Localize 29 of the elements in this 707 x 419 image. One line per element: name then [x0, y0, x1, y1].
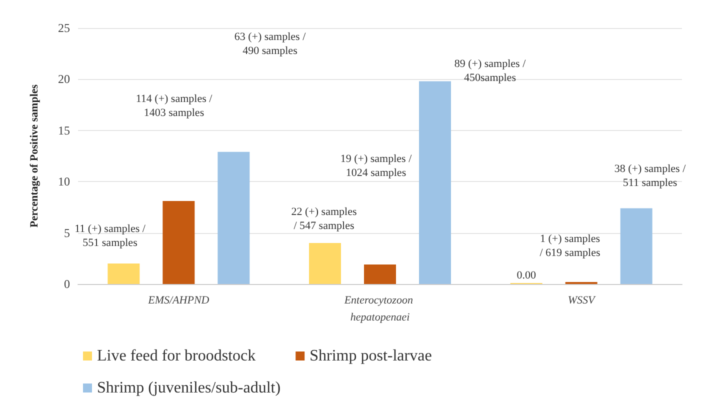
legend-label: Shrimp post-larvae — [310, 348, 432, 364]
bar — [620, 208, 652, 284]
y-tick-label: 25 — [58, 21, 70, 35]
y-tick-label: 20 — [58, 72, 70, 86]
legend-label: Shrimp (juveniles/sub-adult) — [97, 380, 281, 396]
annotation: 19 (+) samples / 1024 samples — [340, 153, 413, 179]
bar — [162, 201, 195, 284]
data-label: 0.00 — [516, 270, 536, 282]
annotation: 1 (+) samples / 619 samples — [540, 233, 600, 259]
bar — [218, 152, 250, 284]
annotation: 114 (+) samples / 1403 samples — [136, 93, 214, 119]
bar — [364, 264, 396, 284]
annotation: 38 (+) samples / 511 samples — [614, 163, 687, 189]
y-tick-label: 0 — [64, 277, 70, 291]
legend-label: Live feed for broodstock — [97, 348, 256, 364]
annotation: 11 (+) samples / 551 samples — [74, 223, 146, 249]
bar — [108, 264, 140, 284]
annotation: 89 (+) samples / 450samples — [454, 58, 527, 84]
x-tick-label: Enterocytozoon hepatopenaei — [343, 294, 416, 324]
y-axis-title: Percentage of Positive samples — [28, 84, 40, 228]
y-tick-label: 5 — [64, 226, 70, 240]
y-tick-label: 15 — [58, 123, 70, 138]
bar — [419, 81, 451, 284]
y-tick-label: 10 — [58, 174, 70, 189]
x-tick-label: WSSV — [568, 294, 596, 306]
x-tick-label: EMS/AHPND — [147, 294, 210, 306]
bar — [309, 243, 341, 284]
annotation: 22 (+) samples / 547 samples — [291, 206, 357, 232]
annotation: 63 (+) samples / 490 samples — [234, 31, 307, 57]
